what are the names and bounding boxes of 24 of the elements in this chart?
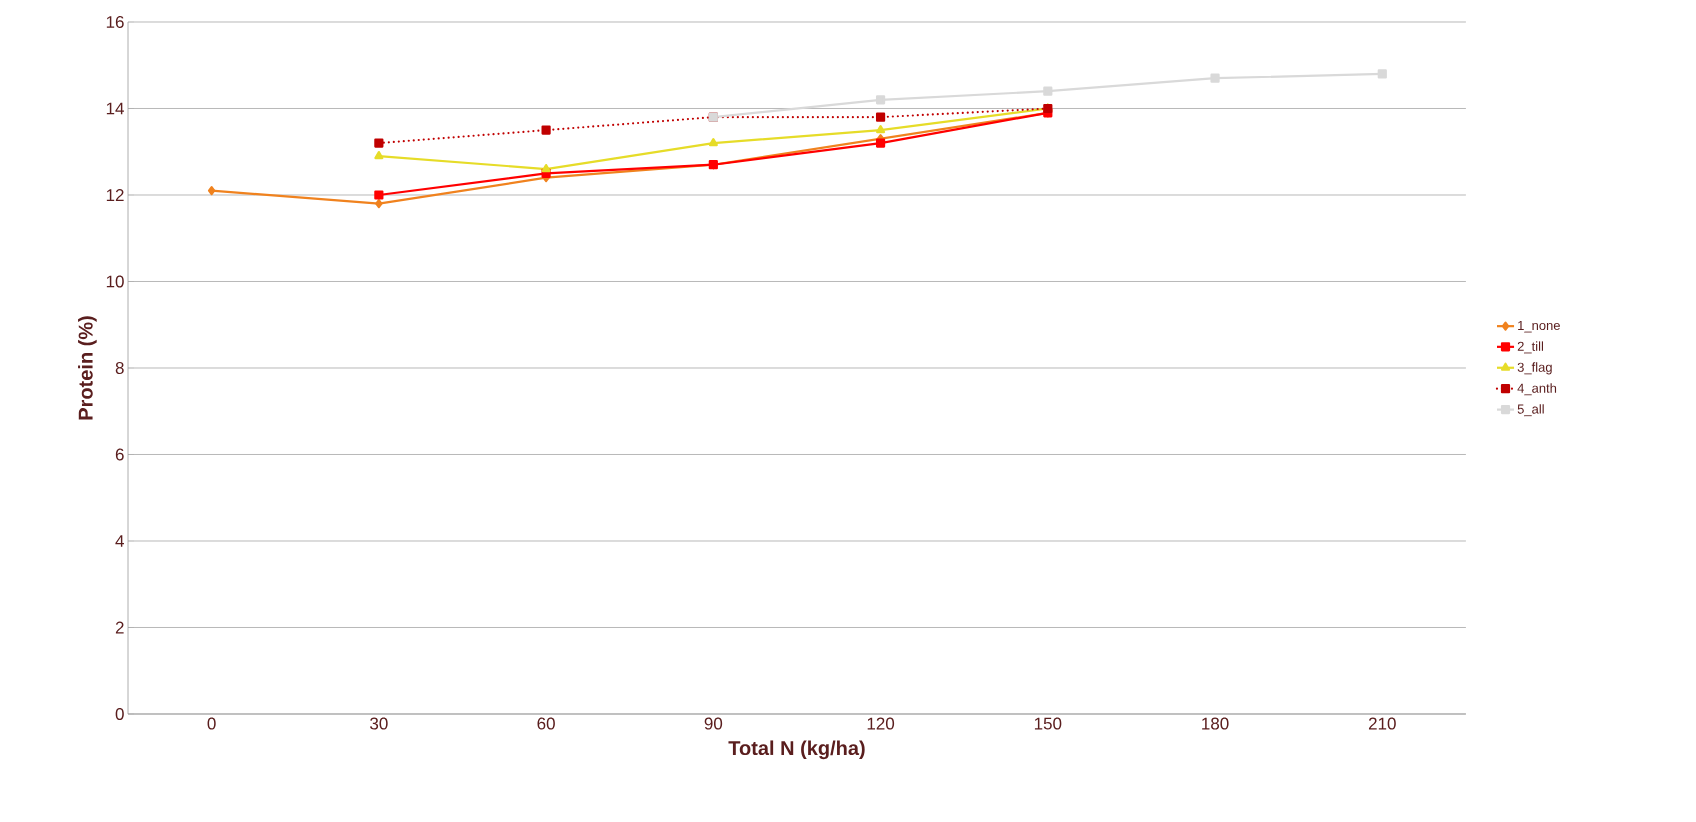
y-tick-label: 14 <box>106 102 124 115</box>
legend-label: 3_flag <box>1517 362 1552 375</box>
y-tick-label: 16 <box>106 15 124 29</box>
y-tick-label: 4 <box>115 535 124 547</box>
x-tick-label: 30 <box>370 717 388 730</box>
y-tick-label: 0 <box>115 707 124 721</box>
legend-label: 1_none <box>1518 320 1560 333</box>
y-tick-label: 2 <box>115 621 124 634</box>
x-axis-title: Total N (kg/ha) <box>728 740 865 760</box>
x-tick-label: 120 <box>867 717 895 730</box>
legend-label: 5_all <box>1517 404 1544 417</box>
legend-label: 4_anth <box>1517 383 1557 396</box>
x-tick-label: 0 <box>207 717 216 730</box>
y-tick-label: 8 <box>115 361 124 375</box>
x-tick-label: 150 <box>1034 717 1062 730</box>
y-axis-title: Protein (%) <box>78 316 97 420</box>
x-tick-label: 180 <box>1202 717 1229 730</box>
x-tick-label: 210 <box>1368 717 1396 730</box>
y-tick-label: 10 <box>106 275 124 288</box>
x-tick-label: 90 <box>704 717 723 730</box>
y-tick-label: 6 <box>115 448 124 461</box>
legend-label: 2_till <box>1517 341 1544 354</box>
y-tick-label: 12 <box>106 189 124 201</box>
x-tick-label: 60 <box>537 717 555 730</box>
